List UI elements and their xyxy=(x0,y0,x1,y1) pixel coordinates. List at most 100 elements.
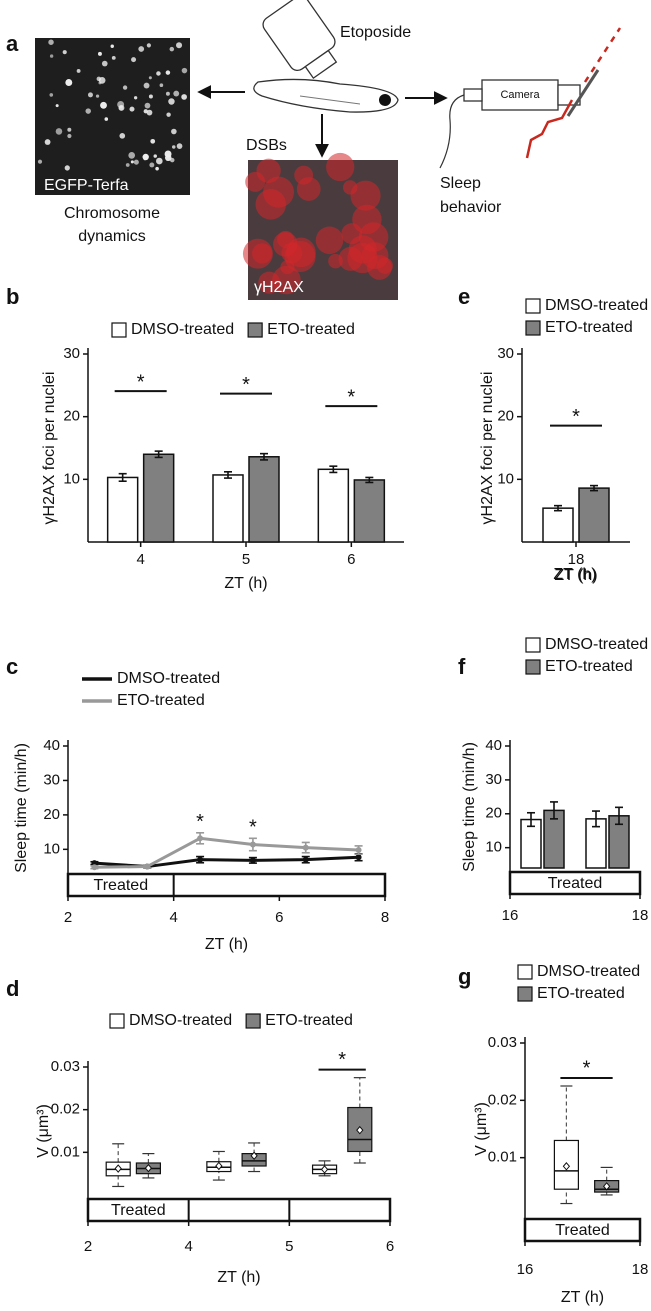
caption: Sleep xyxy=(440,175,481,192)
camera-back xyxy=(463,88,483,102)
point xyxy=(249,857,256,864)
spot xyxy=(169,46,175,52)
spot xyxy=(143,82,150,89)
x-tick-label: 6 xyxy=(275,909,283,926)
spot xyxy=(97,51,102,56)
spot xyxy=(67,133,72,139)
spot xyxy=(85,108,91,114)
fish-detail xyxy=(299,95,361,105)
timeline-bar xyxy=(508,870,642,896)
mean-marker xyxy=(144,1163,153,1173)
spot xyxy=(76,69,81,73)
spot xyxy=(171,128,177,135)
point xyxy=(91,864,98,871)
spots xyxy=(242,152,393,295)
spot xyxy=(65,79,73,86)
image-label: EGFP-Terfa xyxy=(44,177,129,194)
panel-label: a xyxy=(6,31,19,56)
spot xyxy=(117,100,125,108)
x-axis-label: ZT (h) xyxy=(224,575,267,592)
trajectory xyxy=(525,99,574,159)
treated-label: Treated xyxy=(94,877,149,894)
x-tick-label: 16 xyxy=(502,907,519,924)
x-tick-label: 18 xyxy=(632,907,649,924)
x-tick-label: 2 xyxy=(84,1238,92,1255)
spot xyxy=(148,76,152,80)
spot xyxy=(176,42,183,49)
x-axis-label: ZT (h) xyxy=(553,566,596,583)
spot xyxy=(111,55,116,60)
y-tick-label: 20 xyxy=(485,805,502,822)
legend-swatch xyxy=(111,322,127,338)
spot xyxy=(128,152,136,159)
mean-marker xyxy=(562,1162,571,1171)
legend-swatch xyxy=(109,1013,125,1029)
timeline-bar xyxy=(66,872,387,898)
y-tick-label: 20 xyxy=(497,408,514,425)
larva xyxy=(566,69,600,117)
image-label: γH2AX xyxy=(254,279,304,296)
spot xyxy=(146,109,153,116)
legend-label: ETO-treated xyxy=(265,1012,353,1029)
spot xyxy=(131,57,137,63)
point xyxy=(302,856,309,863)
spot xyxy=(164,150,172,158)
point xyxy=(355,854,362,861)
treated-label: Treated xyxy=(548,875,603,892)
treated-label: Treated xyxy=(555,1222,610,1239)
y-tick-label: 30 xyxy=(43,771,60,788)
spot xyxy=(156,71,161,76)
significance-mark: * xyxy=(242,374,250,396)
spot xyxy=(296,177,321,201)
spot xyxy=(150,138,156,144)
point xyxy=(197,835,204,842)
significance-mark: * xyxy=(583,1057,591,1079)
bottle xyxy=(262,0,338,79)
spot xyxy=(95,94,100,98)
panel-label: c xyxy=(6,654,18,679)
y-tick-label: 40 xyxy=(43,737,60,754)
treated-label: Treated xyxy=(111,1202,166,1219)
y-tick-label: 20 xyxy=(63,408,80,425)
bar xyxy=(106,476,139,543)
point xyxy=(144,863,151,870)
point xyxy=(355,847,362,854)
y-tick-label: 0.01 xyxy=(488,1149,517,1166)
legend-swatch xyxy=(525,637,541,653)
drug-label: Etoposide xyxy=(340,24,411,41)
point xyxy=(302,844,309,851)
spot xyxy=(172,145,176,149)
x-axis-label: ZT (h) xyxy=(217,1269,260,1286)
y-axis-label: Sleep time (min/h) xyxy=(461,742,478,872)
legend-label: DMSO-treated xyxy=(129,1012,232,1029)
x-tick-label: 18 xyxy=(632,1261,649,1278)
timeline-bar xyxy=(86,1197,392,1223)
bar xyxy=(142,453,175,543)
spot xyxy=(149,162,155,168)
spot xyxy=(138,46,145,52)
legend-label: DMSO-treated xyxy=(545,636,648,653)
spot xyxy=(159,83,164,87)
spot xyxy=(100,101,107,109)
y-axis-label: Sleep time (min/h) xyxy=(13,743,30,873)
legend-swatch xyxy=(525,659,541,675)
micrograph xyxy=(35,38,190,195)
spot xyxy=(272,265,301,295)
spot xyxy=(315,226,344,255)
spot xyxy=(133,159,139,165)
significance-mark: * xyxy=(249,817,257,839)
bar xyxy=(248,456,280,543)
illustration: EGFP-Terfa γH2AX Chromosome dynamics Eto… xyxy=(35,0,622,300)
bottle-neck xyxy=(304,49,338,79)
spot xyxy=(173,90,180,97)
caption: Chromosome xyxy=(64,205,160,222)
spot xyxy=(166,112,171,117)
legend-swatch xyxy=(517,986,533,1002)
y-axis-label: γH2AX foci per nuclei xyxy=(41,372,58,525)
fish-eye xyxy=(379,94,391,106)
x-tick-label: 18 xyxy=(568,551,585,568)
caption: behavior xyxy=(440,199,502,216)
y-tick-label: 20 xyxy=(43,806,60,823)
box xyxy=(347,1106,373,1153)
